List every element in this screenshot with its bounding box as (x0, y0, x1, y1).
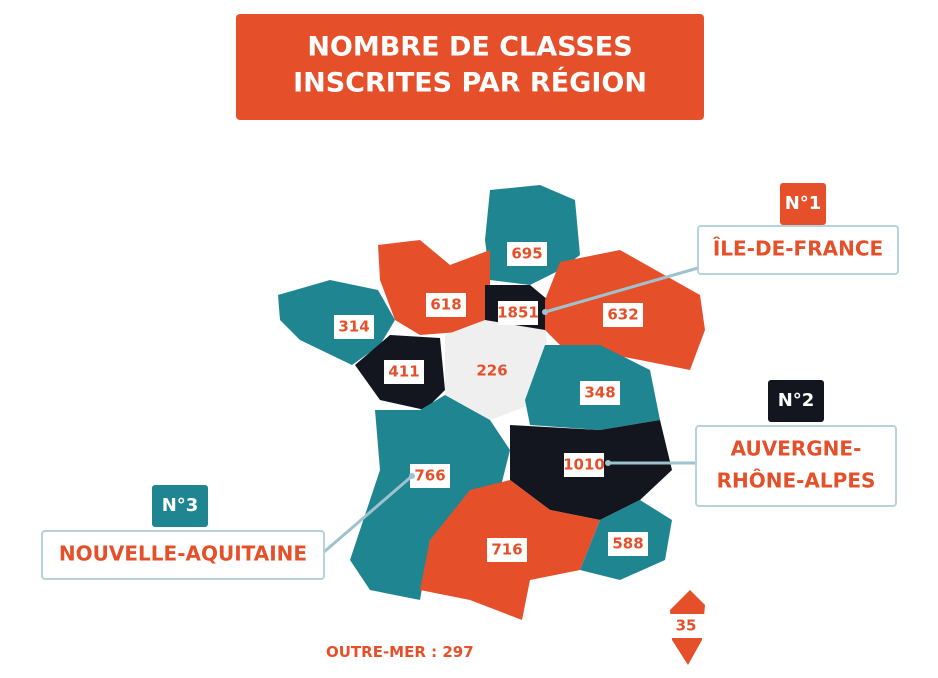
value-box (487, 538, 527, 562)
value-box (608, 532, 648, 556)
name-box (697, 225, 899, 275)
region-value: 695 (511, 245, 542, 263)
value-box (498, 301, 538, 325)
value-box (507, 242, 547, 266)
region-value: 618 (430, 296, 461, 314)
value-box (603, 303, 643, 327)
region (378, 240, 490, 335)
value-box (564, 453, 604, 477)
title-line: INSCRITES PAR RÉGION (293, 67, 647, 99)
region-name: ÎLE-DE-FRANCE (713, 237, 883, 261)
value-box (384, 360, 424, 384)
region-name: NOUVELLE-AQUITAINE (59, 542, 307, 566)
value-box (334, 315, 374, 339)
callout-arrow (605, 460, 611, 466)
region-value: 1010 (563, 456, 605, 474)
name-box (41, 530, 325, 580)
value-box (426, 293, 466, 317)
region-value: 632 (607, 306, 638, 324)
rank: N°1 (785, 193, 822, 214)
region-value: 411 (388, 363, 419, 381)
map (278, 185, 705, 665)
region-name: AUVERGNE- (731, 437, 862, 461)
name-box (695, 425, 897, 507)
outre-mer-value: 297 (442, 643, 473, 661)
region-value: 1851 (497, 304, 539, 322)
outre-mer: OUTRE-MER : 297 (326, 643, 474, 661)
outre-mer-label: OUTRE-MER : (326, 643, 437, 661)
rank-box (768, 380, 824, 422)
callout-arrow (409, 473, 415, 479)
callout-line (544, 266, 699, 314)
callout-line (323, 474, 413, 554)
region (350, 395, 510, 600)
value-box (580, 381, 620, 405)
labels: 695 618 1851 632 314 411 226 348 766 1010 716 588 35 (334, 242, 706, 638)
region-name: RHÔNE-ALPES (717, 469, 876, 493)
region-value: 588 (612, 535, 643, 553)
title-line: NOMBRE DE CLASSES (307, 32, 632, 63)
title-box (236, 14, 704, 120)
region-value: 766 (414, 467, 445, 485)
rank-box (152, 485, 208, 527)
region-value: 226 (476, 362, 507, 380)
rank: N°2 (778, 390, 815, 411)
region-value: 314 (338, 318, 369, 336)
callouts: N°1 ÎLE-DE-FRANCE N°2 AUVERGNE- RHÔNE-ALPES N… (41, 183, 899, 580)
region-value: 716 (491, 541, 522, 559)
region-value: 348 (584, 384, 615, 402)
callout-arrow (542, 309, 548, 315)
value-box (410, 464, 450, 488)
rank: N°3 (162, 495, 199, 516)
rank-box (780, 183, 826, 225)
region-value: 35 (676, 617, 697, 635)
value-box (666, 614, 706, 638)
region (445, 320, 550, 420)
